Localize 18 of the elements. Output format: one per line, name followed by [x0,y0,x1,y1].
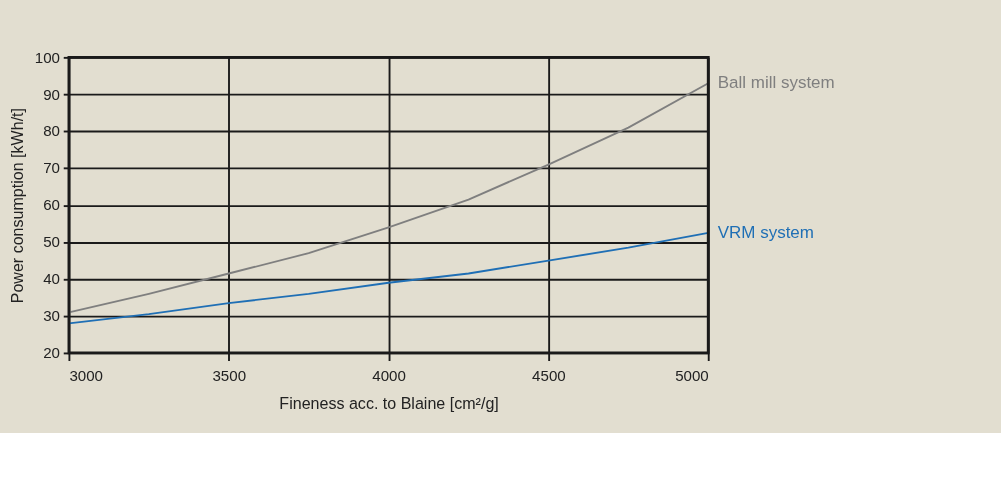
y-tick-label: 40 [43,270,60,288]
y-tick-label: 50 [43,233,60,251]
y-axis-title: Power consumption [kWh/t] [8,107,27,304]
x-tick-label: 3500 [212,366,247,384]
y-tick-label: 70 [43,159,60,177]
y-tick-label: 30 [43,307,60,325]
series-label: VRM system [717,222,814,242]
x-tick-label: 4000 [372,366,406,384]
x-axis-title: Fineness acc. to Blaine [cm²/g] [279,394,499,413]
x-tick-label: 4500 [532,366,566,384]
series-label: Ball mill system [717,72,835,92]
y-tick-label: 20 [43,344,60,362]
y-tick-label: 60 [43,196,60,214]
y-tick-label: 90 [43,85,60,103]
y-tick-label: 80 [43,122,60,140]
x-tick-label: 5000 [675,366,709,384]
y-tick-label: 100 [34,48,60,66]
x-tick-label: 3000 [69,366,103,384]
